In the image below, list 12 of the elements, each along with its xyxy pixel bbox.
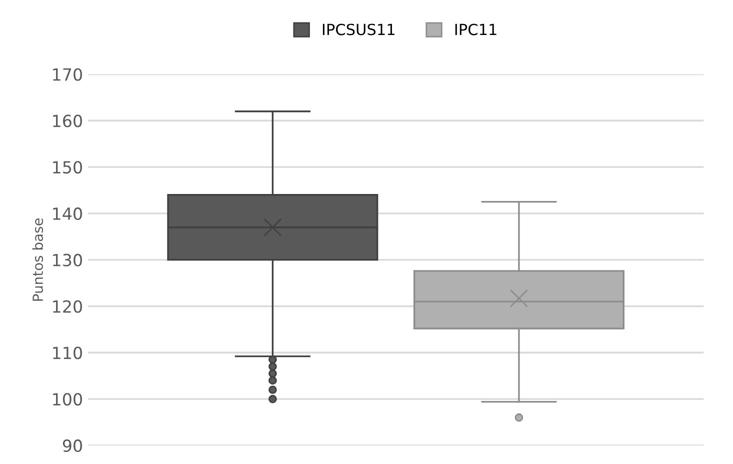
y-tick-label: 110 <box>53 346 82 360</box>
y-tick-label: 120 <box>53 300 82 313</box>
legend-label: IPCSUS11 <box>322 24 394 36</box>
y-tick-label: 170 <box>53 68 82 81</box>
y-tick-label: 90 <box>62 439 82 452</box>
y-tick-label: 150 <box>53 161 82 174</box>
y-tick-label: 100 <box>53 393 82 406</box>
y-tick-label: 160 <box>53 114 82 128</box>
legend-label: IPC11 <box>455 24 496 36</box>
y-tick-label: 140 <box>53 207 82 220</box>
y-axis-title: Puntos base <box>32 218 44 301</box>
y-tick-label: 130 <box>53 254 82 266</box>
